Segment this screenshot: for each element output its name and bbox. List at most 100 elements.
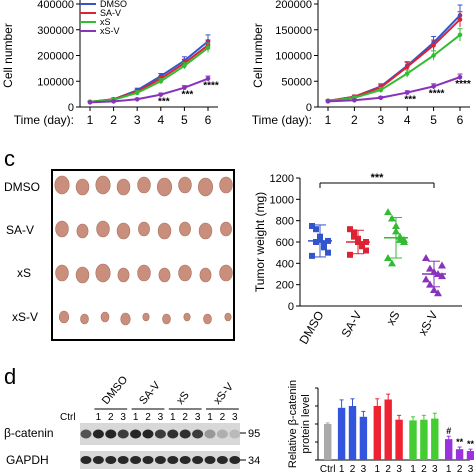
x-tick-label: 3 (468, 464, 474, 474)
significance-mark: **** (455, 79, 471, 90)
tumor-row-sa-v: SA-V (6, 223, 34, 237)
bar (373, 406, 381, 460)
y-tick-label: 150000 (275, 25, 312, 37)
x-tick-label: DMSO (296, 309, 326, 347)
tumor-sample (219, 264, 233, 282)
band-gapdh (216, 456, 228, 464)
bar (359, 416, 368, 460)
scatter-point (434, 289, 442, 297)
data-point (457, 17, 463, 22)
band-label-gapdh: GAPDH (6, 453, 49, 467)
data-point (325, 99, 331, 104)
tumor-sample (80, 313, 89, 325)
band-beta-catenin (216, 429, 228, 439)
band-beta-catenin (130, 429, 142, 439)
tumor-sample (76, 223, 89, 239)
tumor-sample (179, 221, 191, 237)
tumor-sample (100, 311, 110, 323)
series-line-xs-v (327, 76, 461, 103)
tumor-sample (219, 176, 233, 194)
tumor-sample (75, 178, 90, 196)
scatter-point (325, 249, 331, 256)
chart-b-axes: 0 50000 100000 150000 200000 1 2 3 4 5 6 Time (day)… (251, 0, 470, 127)
legend-xs-v: xS-V (100, 26, 120, 36)
x-tick-label: 1 (339, 464, 345, 474)
data-point (205, 45, 211, 51)
legend-xs: xS (100, 17, 111, 27)
y-tick-label: 200000 (37, 51, 74, 63)
scatter-point (438, 272, 446, 280)
data-point (182, 85, 187, 90)
data-point (431, 84, 436, 89)
band-beta-catenin (204, 429, 216, 439)
y-tick-label: 0 (68, 102, 74, 114)
x-tick-label: 2 (457, 464, 463, 474)
x-tick-label: 2 (110, 113, 117, 127)
bar (384, 399, 392, 460)
scatter-point (351, 229, 357, 236)
data-point (404, 90, 410, 95)
data-point (87, 100, 93, 105)
lane-ctrl-label: Ctrl (60, 412, 76, 423)
bar (395, 419, 403, 460)
data-point (111, 99, 116, 104)
scatter-point (313, 239, 319, 245)
scatter-point (426, 264, 434, 272)
tumor-sample (54, 175, 70, 195)
scatter-point (422, 275, 430, 283)
tumor-sample (162, 313, 171, 325)
tumor-sample (95, 263, 111, 283)
panel-letter-c: c (4, 146, 15, 171)
y-tick-label: 400000 (37, 0, 74, 11)
scatter-point (438, 261, 446, 269)
significance-mark: *** (404, 95, 416, 106)
lane-number: 2 (145, 412, 151, 423)
significance-mark: **** (203, 81, 219, 92)
x-tick-label: 6 (205, 113, 212, 127)
series-line-xs-v (89, 77, 209, 104)
band-beta-catenin (167, 429, 179, 439)
x-tick-label: Ctrl (320, 464, 336, 474)
data-point (404, 71, 410, 76)
band-gapdh (229, 456, 241, 464)
tumor-sample (178, 176, 192, 194)
legend-dmso: DMSO (100, 0, 127, 9)
lane-group-label: SA-V (137, 379, 163, 407)
x-tick-label: 5 (430, 113, 437, 127)
bar (348, 406, 357, 460)
tumor-sample (95, 175, 111, 195)
band-gapdh (167, 456, 179, 464)
x-tick-label: SA-V (338, 309, 364, 340)
x-tick-label: xS-V (415, 309, 440, 339)
tumor-sample (138, 221, 150, 237)
chart-b-series: *********** (325, 4, 471, 106)
lane-number: 2 (108, 412, 114, 423)
x-tick-label: 3 (134, 113, 141, 127)
tumor-sample (58, 310, 70, 324)
significance-mark: # (446, 426, 451, 436)
bar (455, 449, 464, 460)
y-axis-label: Cell number (1, 23, 15, 88)
lane-number: 3 (232, 412, 238, 423)
data-point (205, 76, 211, 81)
data-point (457, 32, 463, 38)
tumor-sample (199, 267, 212, 283)
band-beta-catenin (105, 429, 117, 439)
y-tick-label: 600 (276, 237, 294, 249)
lane-number: 3 (158, 412, 164, 423)
chart-d-relative-level: Relative β-catenin protein level Ctrl 1 2 3 1… (287, 380, 474, 474)
lane-number: 1 (133, 412, 139, 423)
x-tick-label: 1 (87, 113, 94, 127)
bar (420, 419, 428, 460)
data-point (158, 78, 164, 84)
x-axis-label: Time (day): (252, 113, 312, 127)
significance-mark: **** (429, 88, 445, 99)
lane-number: 2 (220, 412, 226, 423)
x-tick-label: 3 (361, 464, 367, 474)
band-label-beta-catenin: β-catenin (4, 426, 54, 440)
x-tick-label: 3 (377, 113, 384, 127)
lane-number: 1 (207, 412, 213, 423)
x-tick-label: 6 (457, 113, 464, 127)
